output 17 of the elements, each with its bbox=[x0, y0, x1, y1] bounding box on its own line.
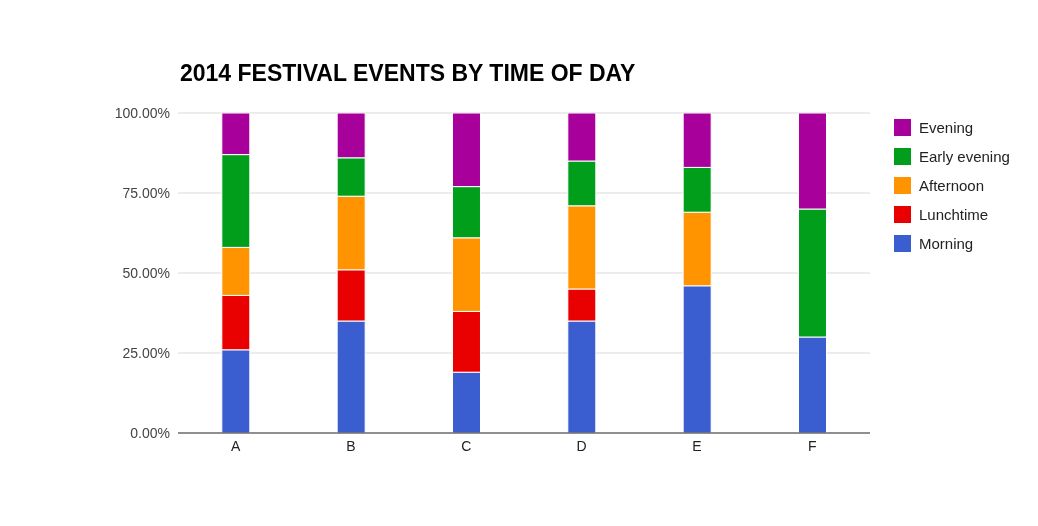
x-tick-label: A bbox=[230, 437, 241, 454]
x-tick-label: B bbox=[346, 437, 356, 454]
legend-label: Evening bbox=[919, 119, 974, 136]
legend-label: Morning bbox=[919, 235, 974, 252]
x-tick-label: D bbox=[576, 437, 587, 454]
x-tick-label: C bbox=[461, 437, 472, 454]
x-tick-label: E bbox=[692, 437, 702, 454]
legend-label: Afternoon bbox=[919, 177, 985, 194]
y-tick-label: 75.00% bbox=[122, 184, 170, 201]
y-tick-label: 0.00% bbox=[130, 424, 170, 441]
y-tick-label: 50.00% bbox=[122, 264, 170, 281]
legend-label: Early evening bbox=[919, 148, 1010, 165]
legend-label: Lunchtime bbox=[919, 206, 989, 223]
y-tick-label: 100.00% bbox=[114, 104, 170, 121]
chart-title: 2014 FESTIVAL EVENTS BY TIME OF DAY bbox=[180, 60, 636, 87]
y-tick-label: 25.00% bbox=[122, 344, 170, 361]
x-tick-label: F bbox=[808, 437, 817, 454]
